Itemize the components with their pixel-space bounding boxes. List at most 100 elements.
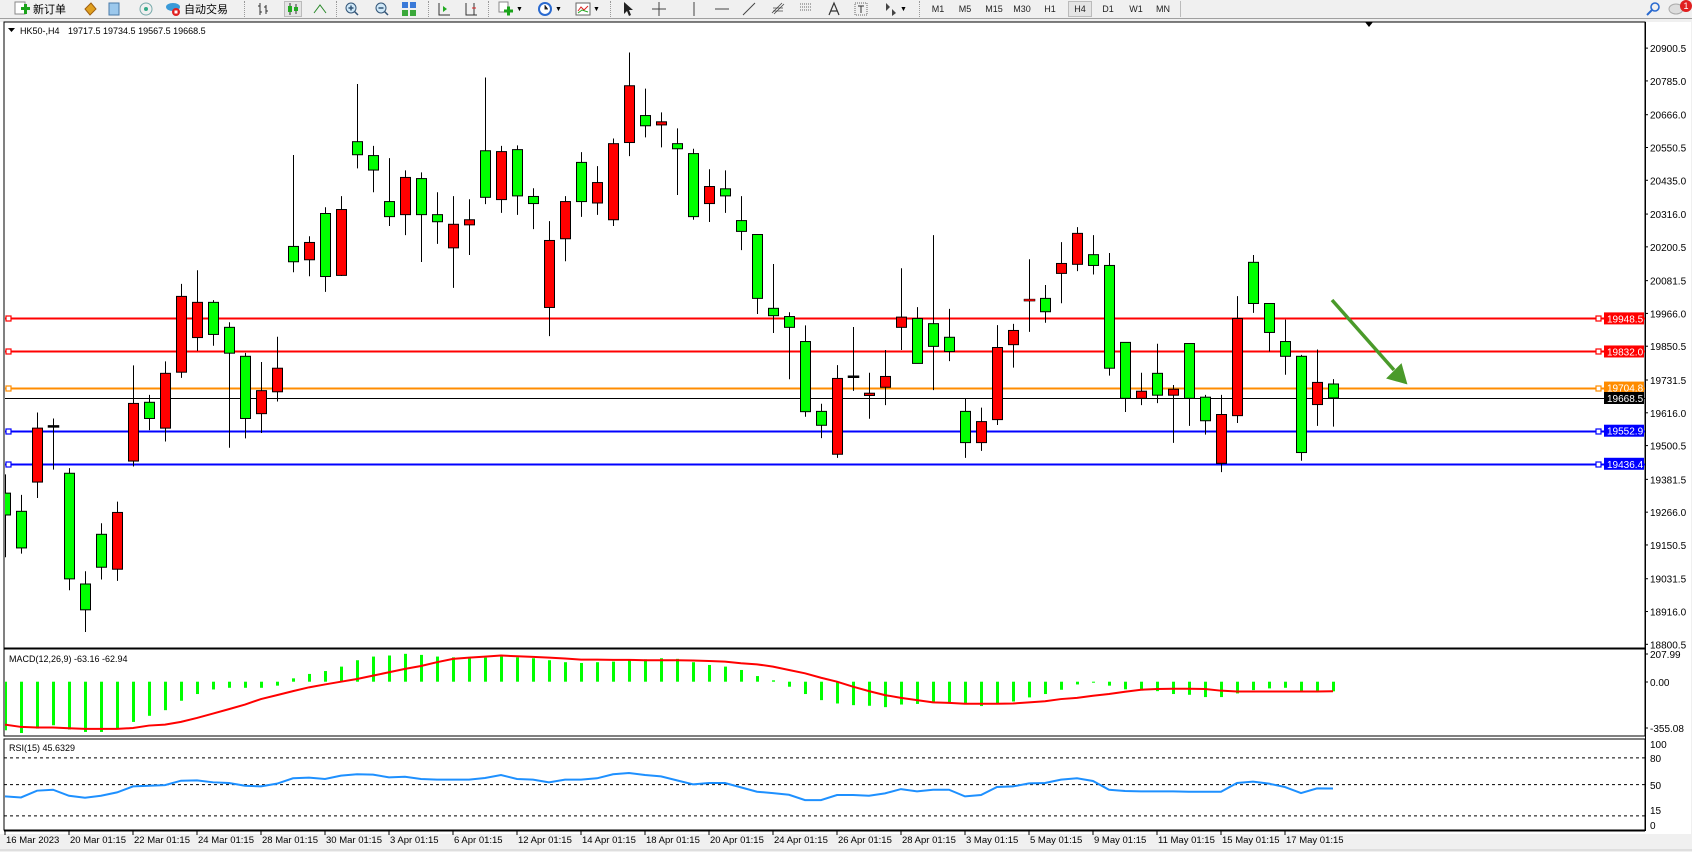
chart-shift-button[interactable]	[463, 1, 479, 17]
timeframe-m30[interactable]: M30	[1013, 4, 1031, 14]
candle	[192, 270, 203, 351]
bar-chart-button[interactable]	[255, 1, 271, 17]
candle	[912, 307, 923, 364]
candle-body	[992, 346, 1003, 421]
toolbar-separator	[1180, 1, 1182, 17]
candle	[1296, 354, 1307, 461]
candle-body	[1040, 297, 1051, 313]
level-handle-left[interactable]	[5, 461, 12, 468]
candle	[560, 196, 571, 262]
macd-histogram-bar	[308, 673, 311, 682]
candlestick-button[interactable]	[284, 1, 302, 17]
history-center-button[interactable]	[106, 1, 122, 17]
candle	[1248, 254, 1259, 313]
candle	[1280, 319, 1291, 375]
signals-button[interactable]	[138, 1, 154, 17]
timeframe-mn[interactable]: MN	[1156, 4, 1170, 14]
auto-trading-label: 自动交易	[184, 4, 228, 16]
vertical-line-button[interactable]	[686, 1, 702, 17]
indicators-button[interactable]: ▼	[498, 1, 523, 17]
level-handle-right[interactable]	[1595, 348, 1602, 355]
macd-histogram-bar	[1332, 681, 1335, 692]
candle	[256, 361, 267, 433]
level-handle-left[interactable]	[5, 348, 12, 355]
zoom-in-icon	[345, 2, 359, 16]
macd-histogram-bar	[116, 681, 119, 728]
tile-windows-button[interactable]	[401, 1, 417, 17]
candle-body	[1264, 302, 1275, 333]
level-handle-right[interactable]	[1595, 315, 1602, 322]
level-handle-left[interactable]	[5, 315, 12, 322]
level-price-label: 19832.0	[1607, 347, 1644, 358]
macd-histogram-bar	[20, 681, 23, 734]
toolbar: 新订单 自动交易 ▼ ▼ ▼ ▼ M1 M5 M15 M30 H1 H4 D1 W1 MN 1	[0, 0, 1692, 19]
timeframe-m5[interactable]: M5	[958, 4, 972, 14]
candle	[736, 196, 747, 251]
search-button[interactable]	[1645, 1, 1661, 17]
candle-body	[304, 241, 315, 261]
arrows-button[interactable]: ▼	[882, 1, 907, 17]
candle	[864, 372, 875, 419]
candle	[1312, 349, 1323, 426]
auto-trading-button[interactable]: 自动交易	[165, 1, 228, 17]
macd-histogram-bar	[1220, 681, 1223, 698]
main-panel[interactable]	[3, 21, 1646, 649]
level-price-label: 19704.8	[1607, 384, 1644, 395]
text-tool-button[interactable]	[828, 1, 840, 17]
level-handle-right[interactable]	[1595, 461, 1602, 468]
horizontal-line-button[interactable]	[714, 1, 730, 17]
trendline-button[interactable]	[741, 1, 757, 17]
timeframe-d1[interactable]: D1	[1102, 4, 1114, 14]
chart-shift-marker[interactable]	[1365, 22, 1373, 27]
timeframe-m15[interactable]: M15	[985, 4, 1003, 14]
chart-header: HK50-,H4 19717.5 19734.5 19567.5 19668.5	[8, 26, 206, 36]
macd-histogram-bar	[100, 681, 103, 732]
bar-chart-icon	[258, 3, 268, 15]
timeframe-m1[interactable]: M1	[931, 4, 945, 14]
market-watch-button[interactable]	[82, 1, 98, 17]
new-order-button[interactable]: 新订单	[14, 1, 66, 17]
collapse-triangle-icon[interactable]	[8, 28, 15, 32]
macd-histogram-bar	[1300, 681, 1303, 692]
macd-histogram-bar	[276, 681, 279, 686]
candle-body	[1312, 381, 1323, 406]
macd-histogram-bar	[68, 681, 71, 730]
timeframe-w1[interactable]: W1	[1129, 4, 1143, 14]
macd-histogram-bar	[5, 681, 7, 731]
toolbar-separator	[336, 1, 338, 17]
fibonacci-button[interactable]	[770, 1, 786, 17]
candle-body	[864, 392, 875, 396]
auto-trading-icon	[166, 3, 180, 16]
level-handle-left[interactable]	[5, 385, 12, 392]
level-handle-left[interactable]	[5, 428, 12, 435]
macd-histogram-bar	[36, 681, 39, 729]
candle	[400, 170, 411, 236]
candle-body	[704, 186, 715, 205]
level-handle-right[interactable]	[1595, 428, 1602, 435]
zoom-out-button[interactable]	[374, 1, 390, 17]
line-chart-button[interactable]	[312, 1, 328, 17]
zoom-in-button[interactable]	[344, 1, 360, 17]
time-axis-label: 22 Mar 01:15	[134, 835, 190, 846]
fibo-fan-button[interactable]	[798, 1, 814, 17]
cursor-button[interactable]	[620, 1, 636, 17]
timeframe-h4[interactable]: H4	[1068, 1, 1092, 17]
candle-body	[800, 341, 811, 413]
candle-body	[720, 188, 731, 197]
candle-body	[16, 510, 27, 549]
chart-window[interactable]: 20900.5 20785.0 20666.0 20550.5 20435.0 20316…	[0, 19, 1692, 852]
macd-panel[interactable]	[3, 648, 1646, 737]
text-label-button[interactable]	[854, 1, 868, 17]
database-icon	[108, 2, 120, 16]
price-tick-label: 20550.5	[1650, 143, 1687, 154]
ohlc-label: 19717.5 19734.5 19567.5 19668.5	[68, 26, 206, 36]
templates-button[interactable]: ▼	[575, 1, 600, 17]
macd-signal-line	[5, 654, 1334, 730]
crosshair-button[interactable]	[651, 1, 667, 17]
level-handle-right[interactable]	[1595, 385, 1602, 392]
trend-arrow[interactable]	[1330, 298, 1408, 385]
timeframe-h1[interactable]: H1	[1044, 4, 1056, 14]
auto-scroll-button[interactable]	[436, 1, 452, 17]
macd-histogram-bar	[916, 681, 919, 704]
periods-button[interactable]: ▼	[537, 1, 562, 17]
